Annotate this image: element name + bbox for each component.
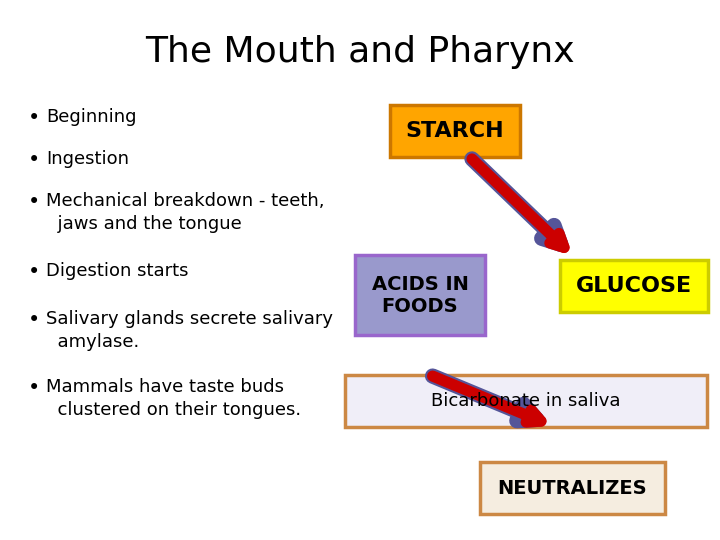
Text: •: • bbox=[28, 192, 40, 212]
Text: •: • bbox=[28, 378, 40, 398]
FancyBboxPatch shape bbox=[560, 260, 708, 312]
Text: •: • bbox=[28, 150, 40, 170]
Text: Beginning: Beginning bbox=[46, 108, 137, 126]
FancyBboxPatch shape bbox=[345, 375, 707, 427]
Text: NEUTRALIZES: NEUTRALIZES bbox=[498, 478, 647, 497]
FancyBboxPatch shape bbox=[480, 462, 665, 514]
Text: •: • bbox=[28, 108, 40, 128]
FancyBboxPatch shape bbox=[390, 105, 520, 157]
Text: Mammals have taste buds
  clustered on their tongues.: Mammals have taste buds clustered on the… bbox=[46, 378, 301, 419]
FancyBboxPatch shape bbox=[355, 255, 485, 335]
Text: ACIDS IN
FOODS: ACIDS IN FOODS bbox=[372, 274, 469, 315]
Text: Ingestion: Ingestion bbox=[46, 150, 129, 168]
Text: •: • bbox=[28, 262, 40, 282]
Text: Bicarbonate in saliva: Bicarbonate in saliva bbox=[431, 392, 621, 410]
Text: Salivary glands secrete salivary
  amylase.: Salivary glands secrete salivary amylase… bbox=[46, 310, 333, 351]
Text: •: • bbox=[28, 310, 40, 330]
Text: STARCH: STARCH bbox=[405, 121, 504, 141]
Text: GLUCOSE: GLUCOSE bbox=[576, 276, 692, 296]
Text: The Mouth and Pharynx: The Mouth and Pharynx bbox=[145, 35, 575, 69]
Text: Mechanical breakdown - teeth,
  jaws and the tongue: Mechanical breakdown - teeth, jaws and t… bbox=[46, 192, 325, 233]
Text: Digestion starts: Digestion starts bbox=[46, 262, 189, 280]
